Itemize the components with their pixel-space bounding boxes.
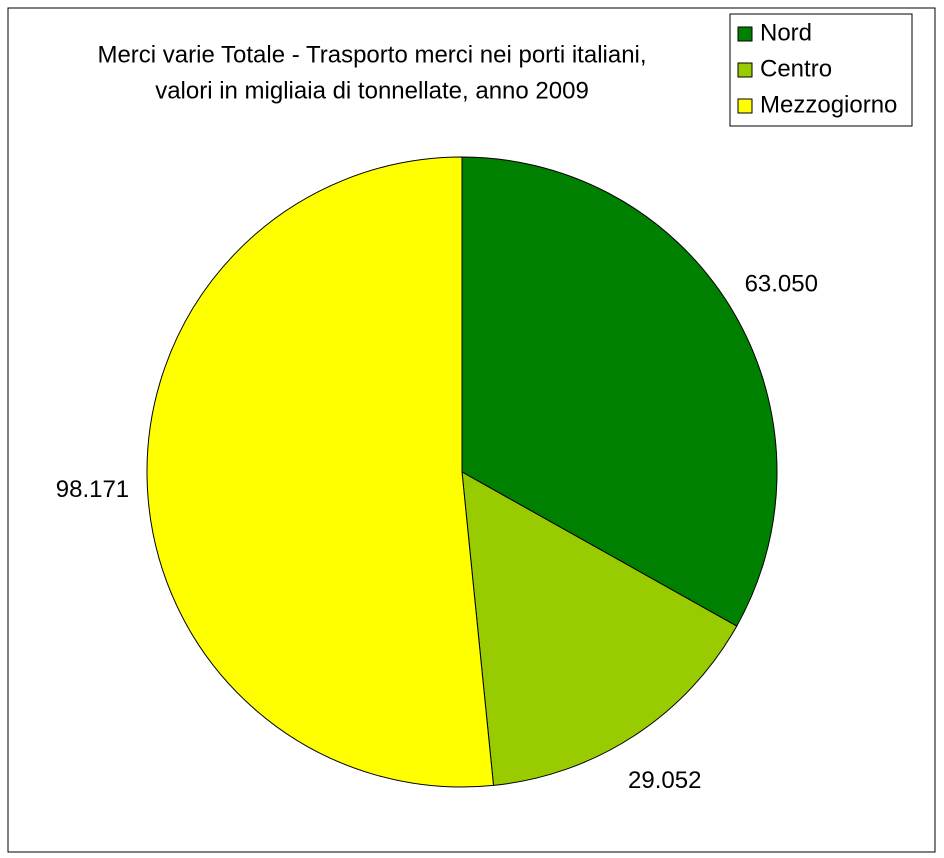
legend-box xyxy=(729,13,913,127)
data-label: 98.171 xyxy=(56,476,129,503)
data-label: 29.052 xyxy=(628,767,701,794)
chart-title: valori in migliaia di tonnellate, anno 2… xyxy=(155,77,589,104)
pie-slice xyxy=(146,156,495,788)
legend-label: Mezzogiorno xyxy=(760,91,897,118)
data-label: 63.050 xyxy=(745,270,818,297)
pie-slice xyxy=(461,471,738,786)
pie-slice xyxy=(461,156,778,627)
chart-title: Merci varie Totale - Trasporto merci nei… xyxy=(97,41,646,68)
legend-swatch xyxy=(737,26,753,42)
legend-label: Nord xyxy=(760,19,812,46)
legend-swatch xyxy=(737,98,753,114)
legend-swatch xyxy=(737,62,753,78)
legend-label: Centro xyxy=(760,55,832,82)
